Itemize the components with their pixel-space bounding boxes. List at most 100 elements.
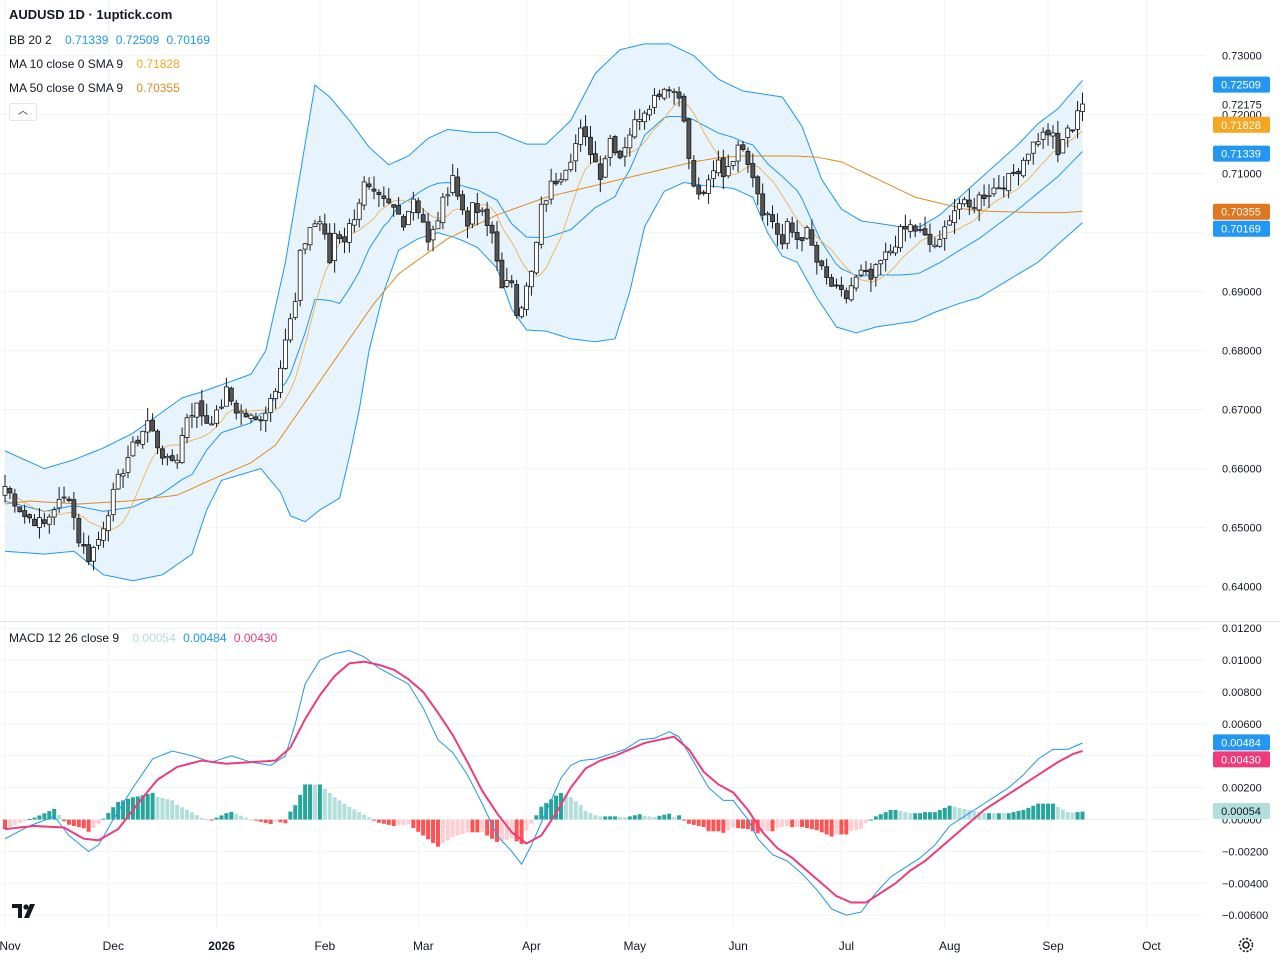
candle-body: [858, 269, 864, 276]
macd-histogram-bar: [96, 819, 101, 825]
candle-body: [435, 220, 441, 230]
macd-histogram-bar: [608, 816, 613, 820]
macd-histogram-bar: [22, 819, 27, 822]
candle-body: [711, 170, 716, 180]
macd-histogram-bar: [932, 812, 937, 820]
macd-histogram-bar: [1075, 812, 1080, 820]
macd-histogram-bar: [1046, 803, 1051, 820]
candle-body: [209, 423, 215, 426]
candle-body: [686, 118, 692, 159]
macd-histogram-bar: [32, 817, 37, 820]
macd-axis-tick-label: 0.00200: [1222, 783, 1262, 795]
macd-histogram-bar: [726, 819, 731, 831]
macd-histogram-bar: [480, 819, 485, 833]
price-badge: [1213, 145, 1270, 162]
candle-body: [125, 457, 131, 473]
macd-histogram-bar: [741, 819, 745, 829]
candle-body: [656, 93, 662, 97]
macd-pane: [3, 649, 1085, 916]
candle-body: [883, 251, 889, 260]
tradingview-logo-icon[interactable]: [10, 900, 40, 922]
macd-histogram-bar: [185, 809, 190, 820]
candle-body: [401, 216, 406, 228]
macd-histogram-bar: [982, 813, 987, 820]
macd-histogram-bar: [578, 805, 583, 820]
macd-histogram-bar: [347, 806, 352, 820]
macd-histogram-bar: [111, 807, 116, 820]
macd-axis-tick-label: −0.00400: [1222, 878, 1268, 890]
macd-histogram-bar: [952, 806, 957, 820]
price-badges: 0.72509 0.71828 0.71339 0.70355 0.70169 0.004…: [1213, 76, 1270, 819]
candle-body: [317, 221, 323, 225]
macd-histogram-bar: [534, 815, 539, 820]
candle-body: [730, 161, 736, 166]
price-axis-tick-label: 0.64000: [1222, 582, 1262, 594]
macd-histogram-bar: [750, 819, 755, 832]
candle-body: [150, 419, 156, 432]
candle-body: [612, 136, 618, 154]
macd-histogram-bar: [332, 797, 337, 820]
macd-histogram-bar: [411, 819, 416, 829]
macd-badge-text: 0.00430: [1221, 754, 1261, 766]
macd-histogram-bar: [160, 798, 165, 820]
macd-histogram-bar: [514, 819, 519, 842]
macd-histogram-bar: [47, 811, 52, 820]
candle-body: [415, 200, 421, 214]
candle-body: [971, 207, 977, 210]
candle-body: [327, 232, 333, 264]
candle-body: [533, 241, 539, 274]
candle-body: [7, 487, 13, 494]
price-badge-text: 0.70355: [1221, 207, 1261, 219]
macd-histogram-bar: [76, 819, 81, 828]
macd-histogram-bar: [209, 819, 214, 821]
time-axis-tick-label: Aug: [939, 939, 960, 953]
legend-bb-label: BB 20 2: [9, 33, 52, 47]
gear-icon[interactable]: [1237, 936, 1255, 954]
candle-body: [720, 157, 726, 178]
macd-histogram-bar: [509, 819, 514, 839]
macd-histogram-bar: [106, 812, 111, 820]
macd-histogram-bar: [495, 819, 499, 842]
candle-body: [1055, 132, 1061, 156]
candle-body: [691, 160, 697, 187]
candle-body: [1075, 110, 1080, 130]
legend-ma50[interactable]: MA 50 close 0 SMA 9 0.70355: [9, 80, 180, 96]
macd-histogram-bar: [352, 809, 357, 820]
collapse-legend-button[interactable]: ︿: [9, 103, 37, 121]
macd-histogram-bar: [327, 792, 332, 820]
macd-histogram-bar: [760, 819, 765, 832]
macd-histogram-bar: [475, 819, 480, 833]
macd-histogram-bar: [81, 819, 86, 829]
candle-body: [1011, 171, 1016, 174]
macd-histogram-bar: [303, 784, 308, 820]
candle-body: [642, 112, 647, 123]
candle-body: [863, 269, 869, 272]
candle-body: [32, 518, 37, 527]
candle-body: [666, 89, 672, 92]
legend-ma10[interactable]: MA 10 close 0 SMA 9 0.71828: [9, 56, 180, 72]
macd-histogram-bar: [878, 814, 883, 820]
candle-body: [868, 268, 874, 280]
time-axis-tick-label: Oct: [1142, 939, 1161, 953]
macd-histogram-bar: [667, 813, 672, 820]
price-axis-tick-label: 0.68000: [1222, 346, 1262, 358]
macd-histogram-bar: [991, 813, 996, 820]
candle-body: [799, 237, 805, 241]
candle-body: [775, 223, 780, 235]
macd-histogram-bar: [12, 819, 17, 826]
candle-body: [322, 223, 328, 235]
candle-body: [445, 194, 451, 197]
candle-body: [371, 188, 377, 192]
candle-body: [46, 516, 52, 525]
macd-histogram-bar: [942, 807, 947, 820]
candle-body: [135, 439, 141, 444]
candle-body: [538, 203, 544, 245]
macd-badge-text: 0.00054: [1221, 806, 1261, 818]
candle-body: [164, 456, 170, 459]
legend-macd[interactable]: MACD 12 26 close 9 0.00054 0.00484 0.004…: [9, 630, 277, 646]
macd-histogram-bar: [460, 819, 465, 834]
legend-bb[interactable]: BB 20 2 0.71339 0.72509 0.70169: [9, 32, 210, 48]
macd-histogram-bar: [790, 819, 795, 827]
macd-histogram-bar: [357, 812, 362, 820]
